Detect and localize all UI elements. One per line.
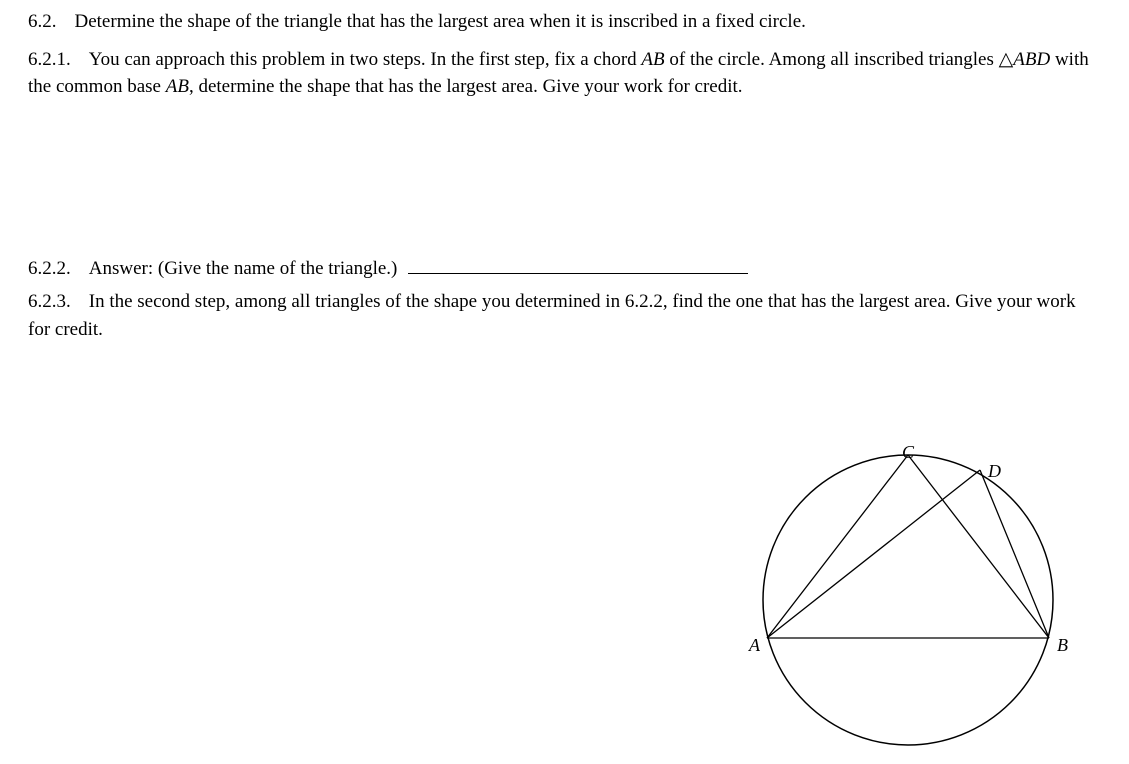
section-6-2-2: 6.2.2. Answer: (Give the name of the tria… (28, 253, 1101, 282)
sec-text-6-2: Determine the shape of the triangle that… (75, 11, 806, 32)
sec-num-6-2: 6.2. (28, 11, 57, 32)
section-6-2: 6.2. Determine the shape of the triangle … (28, 8, 1101, 36)
triangle-symbol: △ (999, 49, 1014, 70)
point-label-c: C (902, 439, 914, 465)
sec-num-6-2-1: 6.2.1. (28, 49, 71, 70)
sec-6-2-2-text: Answer: (Give the name of the triangle.) (89, 258, 398, 279)
sec-6-2-1-text-d: , determine the shape that has the large… (189, 76, 743, 97)
section-6-2-1: 6.2.1. You can approach this problem in t… (28, 46, 1101, 101)
sec-6-2-3-text: In the second step, among all triangles … (28, 291, 1076, 340)
sec-num-6-2-3: 6.2.3. (28, 291, 71, 312)
sec-num-6-2-2: 6.2.2. (28, 258, 71, 279)
point-label-d: D (988, 458, 1001, 484)
figure-svg (733, 445, 1083, 755)
circle-triangle-figure: A B C D (733, 445, 1083, 755)
answer-blank-line (408, 253, 748, 274)
work-space-1 (28, 105, 1101, 253)
point-label-a: A (749, 632, 760, 658)
sec-6-2-1-text-b: of the circle. Among all inscribed trian… (665, 49, 999, 70)
var-ab-1: AB (641, 49, 664, 70)
sec-6-2-1-text-a: You can approach this problem in two ste… (89, 49, 642, 70)
var-ab-2: AB (166, 76, 189, 97)
var-abd: ABD (1013, 49, 1050, 70)
section-6-2-3: 6.2.3.In the second step, among all tria… (28, 288, 1101, 343)
point-label-b: B (1057, 632, 1068, 658)
